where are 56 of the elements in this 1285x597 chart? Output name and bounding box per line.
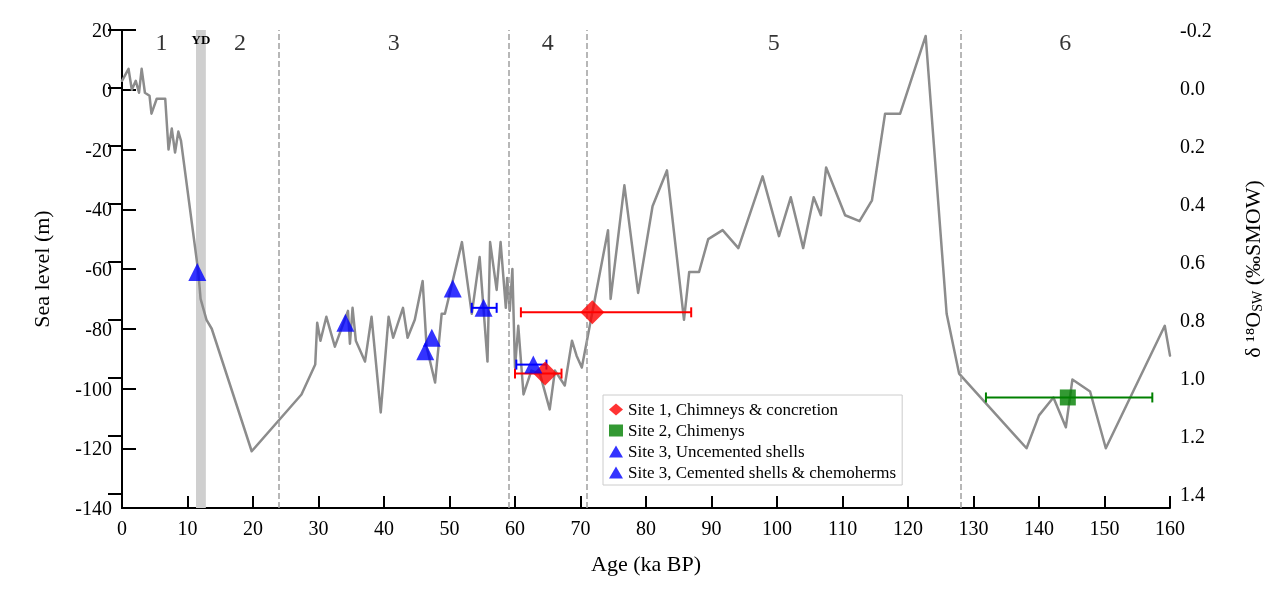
y2-tick-label: 1.2 [1180, 424, 1205, 447]
point [1059, 389, 1076, 406]
x-tick-label: 120 [893, 517, 923, 539]
y-tick-label: -20 [85, 138, 112, 161]
point [474, 298, 493, 317]
x-tick-label: 60 [505, 517, 525, 539]
point [336, 313, 355, 332]
x-tick-label: 70 [570, 517, 591, 539]
x-tick-label: 160 [1155, 517, 1185, 539]
annotation: 4 [541, 29, 554, 55]
legend-label: Site 3, Cemented shells & chemoherms [628, 463, 897, 482]
x-tick-label: 150 [1089, 517, 1120, 539]
legend-label: Site 1, Chimneys & concretion [628, 400, 839, 419]
x-tick-label: 20 [243, 517, 263, 539]
y-tick-label: -60 [85, 258, 112, 280]
x-tick-label: 140 [1024, 517, 1054, 539]
x-tick-label: 130 [958, 517, 989, 539]
annotation: 1 [155, 29, 168, 55]
y-tick-label: -40 [85, 198, 112, 221]
y2-tick-label: 0.0 [1180, 76, 1205, 99]
y-tick-label: -100 [75, 377, 112, 400]
x-tick-label: 110 [827, 517, 858, 539]
x-tick-label: 50 [439, 517, 460, 539]
x-tick-label: 90 [701, 517, 722, 539]
annotation: 5 [767, 29, 780, 55]
y2-tick-label: 1.0 [1180, 366, 1205, 389]
x-axis-title: Age (ka BP) [591, 550, 701, 576]
annotation: 6 [1059, 29, 1072, 55]
y2-tick-label: -0.2 [1180, 19, 1212, 41]
y-tick-label: -140 [75, 497, 112, 519]
legend-label: Site 2, Chimenys [628, 421, 745, 440]
x-tick-label: 40 [374, 517, 394, 539]
point [188, 262, 207, 281]
annotation: 3 [387, 29, 400, 55]
band-label: YD [191, 32, 211, 47]
y-tick-label: 20 [92, 19, 112, 41]
point [443, 279, 462, 298]
x-tick-label: 30 [308, 517, 329, 539]
y-tick-label: -120 [75, 437, 112, 460]
y2-tick-label: 0.6 [1180, 250, 1205, 273]
y2-tick-label: 1.4 [1180, 482, 1205, 505]
y-tick-label: -80 [85, 317, 112, 340]
point [524, 355, 543, 374]
point [422, 328, 441, 347]
x-tick-label: 100 [762, 517, 792, 539]
y-axis-title: Sea level (m) [28, 210, 54, 328]
annotation: 2 [234, 29, 247, 55]
point [580, 300, 605, 325]
x-tick-label: 10 [177, 517, 198, 539]
y2-tick-label: 0.2 [1180, 134, 1205, 157]
legend-label: Site 3, Uncemented shells [628, 442, 805, 461]
y2-tick-label: 0.4 [1180, 192, 1205, 215]
x-tick-label: 80 [636, 517, 656, 539]
y2-tick-label: 0.8 [1180, 308, 1205, 331]
x-tick-label: 0 [117, 517, 127, 539]
y2-axis-title: δ ¹⁸OSW (‰SMOW) [1239, 180, 1265, 358]
